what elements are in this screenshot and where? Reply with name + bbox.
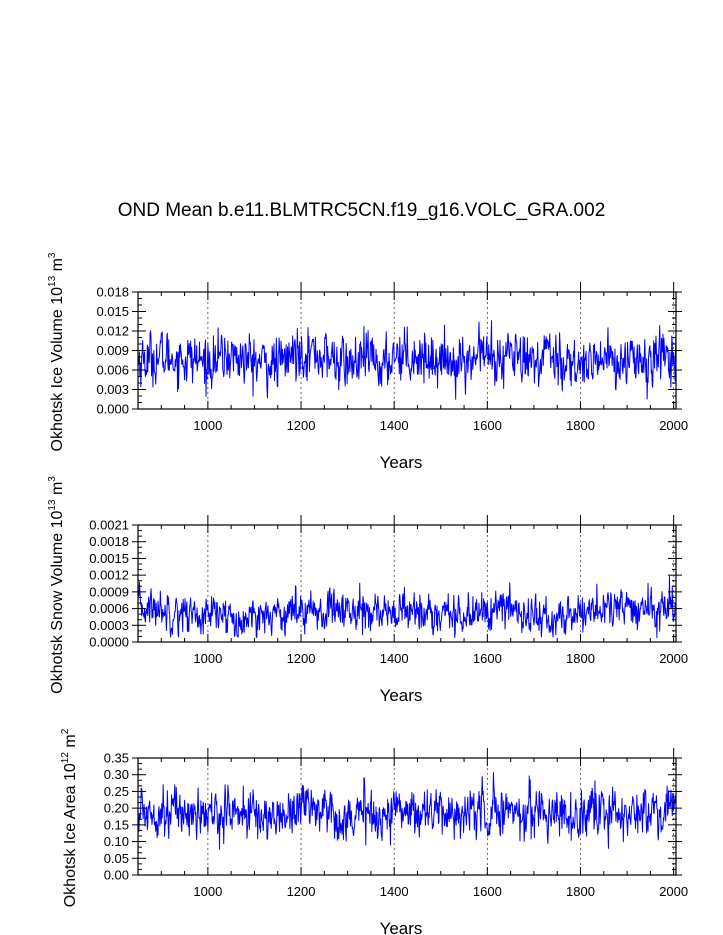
y-tick-label: 0.003 [96, 382, 129, 397]
x-tick-label: 1200 [287, 651, 316, 666]
y-tick-label: 0.012 [96, 324, 129, 339]
y-tick-label: 0.20 [104, 801, 129, 816]
y-tick-label: 0.009 [96, 343, 129, 358]
y-tick-label: 0.05 [104, 851, 129, 866]
y-tick-label: 0.30 [104, 767, 129, 782]
y-tick-label: 0.015 [96, 304, 129, 319]
y-tick-label: 0.0006 [89, 601, 129, 616]
y-axis-label: Okhotsk Snow Volume 1013 m3 [47, 476, 66, 694]
x-tick-label: 2000 [659, 651, 688, 666]
x-tick-label: 1000 [193, 651, 222, 666]
chart-title: OND Mean b.e11.BLMTRC5CN.f19_g16.VOLC_GR… [117, 200, 606, 221]
y-axis-label: Okhotsk Ice Volume 1013 m3 [47, 252, 66, 451]
x-tick-label: 1400 [380, 651, 409, 666]
x-tick-label: 1600 [473, 418, 502, 433]
plot-frame [137, 757, 677, 876]
x-tick-label: 1000 [193, 418, 222, 433]
x-tick-label: 1200 [287, 418, 316, 433]
x-tick-label: 1200 [287, 884, 316, 899]
y-tick-label: 0.00 [104, 868, 129, 883]
x-axis-label: Years [380, 453, 423, 472]
y-tick-label: 0.0012 [89, 568, 129, 583]
x-axis-label: Years [380, 686, 423, 705]
x-tick-label: 2000 [659, 418, 688, 433]
y-tick-label: 0.0003 [89, 618, 129, 633]
y-tick-label: 0.15 [104, 817, 129, 832]
x-tick-label: 1600 [473, 651, 502, 666]
y-tick-label: 0.006 [96, 363, 129, 378]
x-tick-label: 2000 [659, 884, 688, 899]
y-tick-label: 0.0021 [89, 518, 129, 533]
y-tick-label: 0.0015 [89, 551, 129, 566]
x-tick-label: 1600 [473, 884, 502, 899]
x-tick-label: 1800 [566, 651, 595, 666]
panel-1: 1000 1200 1400 1600 1800 2000 0.000 0.003 0.006 0… [47, 252, 688, 472]
x-tick-label: 1400 [380, 884, 409, 899]
x-tick-label: 1000 [193, 884, 222, 899]
y-tick-label: 0.0009 [89, 584, 129, 599]
y-tick-label: 0.10 [104, 834, 129, 849]
y-tick-label: 0.0000 [89, 635, 129, 650]
x-tick-label: 1800 [566, 884, 595, 899]
series-line [137, 575, 677, 639]
y-tick-label: 0.018 [96, 285, 129, 300]
x-axis-label: Years [380, 919, 423, 935]
y-tick-label: 0.25 [104, 784, 129, 799]
x-tick-label: 1400 [380, 418, 409, 433]
series-line [137, 320, 677, 400]
y-tick-label: 0.0018 [89, 534, 129, 549]
panel-2: 1000 1200 1400 1600 1800 2000 0.0000 0.0003 0.00… [47, 476, 688, 705]
plot-frame [137, 524, 677, 643]
y-axis-label: Okhotsk Ice Area 1012 m2 [60, 728, 79, 907]
x-tick-label: 1800 [566, 418, 595, 433]
series-line [137, 772, 677, 850]
y-tick-label: 0.35 [104, 751, 129, 766]
panel-3: 1000 1200 1400 1600 1800 2000 0.00 0.05 0.10 0.15… [60, 728, 688, 935]
y-tick-label: 0.000 [96, 402, 129, 417]
